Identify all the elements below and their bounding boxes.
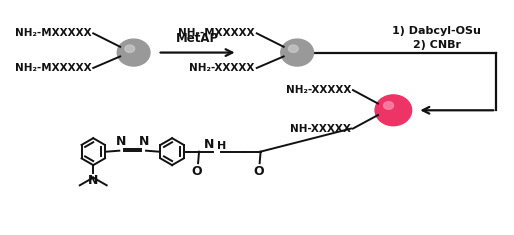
Text: 1) Dabcyl-OSu: 1) Dabcyl-OSu — [392, 26, 481, 36]
Ellipse shape — [383, 102, 394, 109]
Text: H: H — [217, 141, 227, 151]
Text: O: O — [253, 165, 264, 178]
Text: O: O — [192, 165, 203, 178]
Text: N: N — [139, 135, 149, 148]
Text: MetAP: MetAP — [176, 32, 218, 45]
Text: N: N — [204, 138, 214, 151]
Ellipse shape — [125, 45, 135, 52]
Text: N: N — [88, 174, 98, 187]
Text: N: N — [116, 135, 126, 148]
Text: 2) CNBr: 2) CNBr — [413, 40, 461, 50]
Text: NH₂-MXXXXX: NH₂-MXXXXX — [15, 63, 91, 73]
Text: NH₂-MXXXXX: NH₂-MXXXXX — [15, 28, 91, 38]
Ellipse shape — [281, 39, 314, 66]
Text: NH₂-XXXXX: NH₂-XXXXX — [190, 63, 255, 73]
Text: NH₂-XXXXX: NH₂-XXXXX — [286, 85, 351, 95]
Ellipse shape — [375, 95, 412, 126]
Text: NH₂-MXXXXX: NH₂-MXXXXX — [178, 28, 255, 38]
Text: NH-XXXXX: NH-XXXXX — [290, 124, 351, 133]
Ellipse shape — [288, 45, 298, 52]
Ellipse shape — [117, 39, 150, 66]
